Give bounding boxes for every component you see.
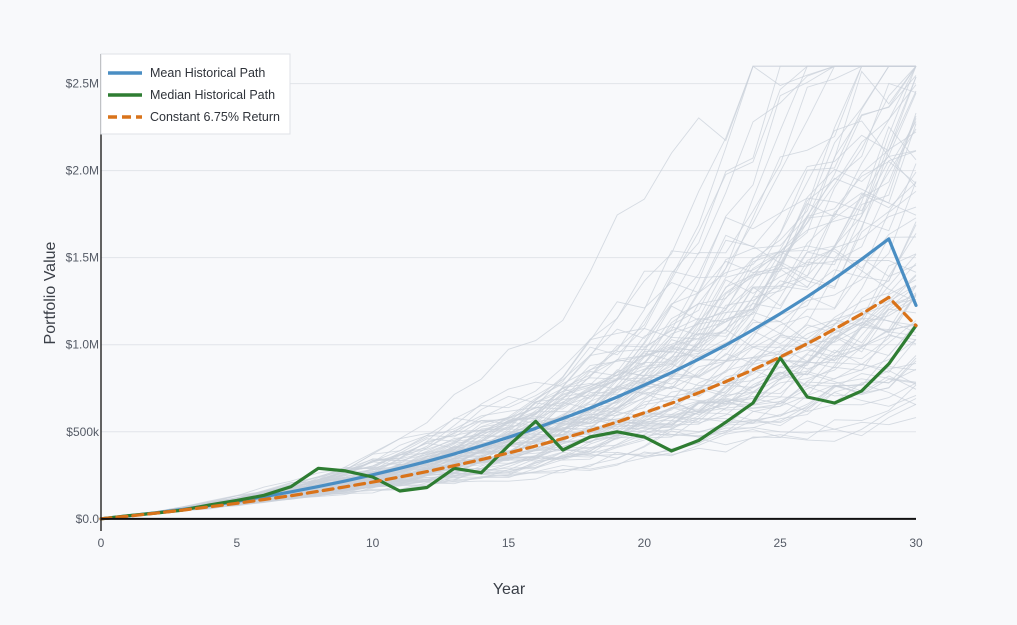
simulated-path — [100, 299, 917, 520]
y-tick-label: $2.5M — [66, 77, 99, 91]
simulated-path — [100, 298, 917, 520]
simulated-path — [100, 126, 917, 520]
series-layer — [99, 237, 918, 521]
legend-label-constant: Constant 6.75% Return — [150, 110, 280, 124]
x-tick-label: 30 — [909, 536, 923, 550]
simulated-path — [100, 254, 917, 520]
x-tick-label: 15 — [502, 536, 516, 550]
legend-box — [100, 53, 291, 135]
tick-labels-layer: 0 5 10 15 20 25 30 $0.0 $500k $1.0M $1.5M $2.0M $2.5… — [66, 77, 923, 550]
y-tick-label: $2.0M — [66, 164, 99, 178]
y-tick-label: $0.0 — [76, 512, 100, 526]
x-tick-label: 25 — [773, 536, 787, 550]
legend-label-median: Median Historical Path — [150, 88, 275, 102]
simulated-path — [100, 294, 917, 520]
median-historical-path-line — [99, 324, 918, 521]
legend-entry-mean[interactable]: Mean Historical Path — [108, 66, 265, 80]
y-tick-label: $1.5M — [66, 251, 99, 265]
x-tick-label: 5 — [233, 536, 240, 550]
y-tick-label: $1.0M — [66, 338, 99, 352]
simulated-path — [100, 310, 917, 520]
y-axis-title: Portfolio Value — [42, 241, 59, 344]
simulated-path — [100, 253, 917, 520]
y-tick-label: $500k — [66, 425, 100, 439]
x-tick-label: 10 — [366, 536, 380, 550]
constant-return-line — [99, 295, 918, 521]
simulated-path — [100, 163, 917, 520]
x-axis-title: Year — [493, 581, 526, 598]
legend-entry-median[interactable]: Median Historical Path — [108, 88, 275, 102]
simulated-path — [100, 65, 916, 520]
simulated-path — [100, 263, 917, 520]
legend-entry-constant[interactable]: Constant 6.75% Return — [108, 110, 280, 124]
simulated-path — [100, 217, 917, 520]
legend-label-mean: Mean Historical Path — [150, 66, 265, 80]
x-tick-label: 20 — [638, 536, 652, 550]
simulated-path — [100, 221, 917, 520]
legend: Mean Historical Path Median Historical P… — [100, 53, 291, 135]
x-tick-label: 0 — [98, 536, 105, 550]
